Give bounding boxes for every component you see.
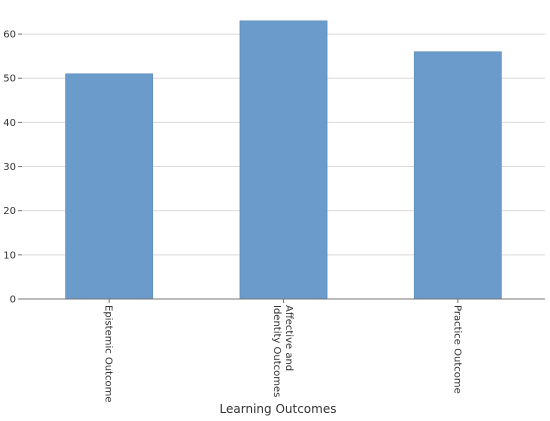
bars bbox=[65, 20, 502, 300]
y-tick-label: 60 bbox=[3, 30, 16, 41]
y-axis: 0 10 20 30 40 50 60 bbox=[3, 30, 22, 306]
x-tick-label: Practice Outcome bbox=[451, 305, 462, 394]
bar bbox=[413, 51, 502, 300]
y-tick-label: 0 bbox=[10, 295, 16, 306]
bar bbox=[65, 73, 154, 300]
bar bbox=[239, 20, 328, 300]
x-tick-label-line: Practice Outcome bbox=[451, 305, 462, 394]
y-tick-label: 20 bbox=[3, 206, 16, 217]
x-tick-label-line: Identity Outcomes bbox=[271, 305, 282, 397]
x-tick-label-line: Affective and bbox=[283, 305, 294, 371]
x-axis-label: Learning Outcomes bbox=[220, 402, 337, 416]
y-tick-label: 30 bbox=[3, 162, 16, 173]
x-tick-label: Epistemic Outcome bbox=[103, 305, 114, 403]
y-tick-label: 10 bbox=[3, 250, 16, 261]
x-tick-label-line: Epistemic Outcome bbox=[103, 305, 114, 403]
y-tick-label: 50 bbox=[3, 74, 16, 85]
y-tick-label: 40 bbox=[3, 118, 16, 129]
